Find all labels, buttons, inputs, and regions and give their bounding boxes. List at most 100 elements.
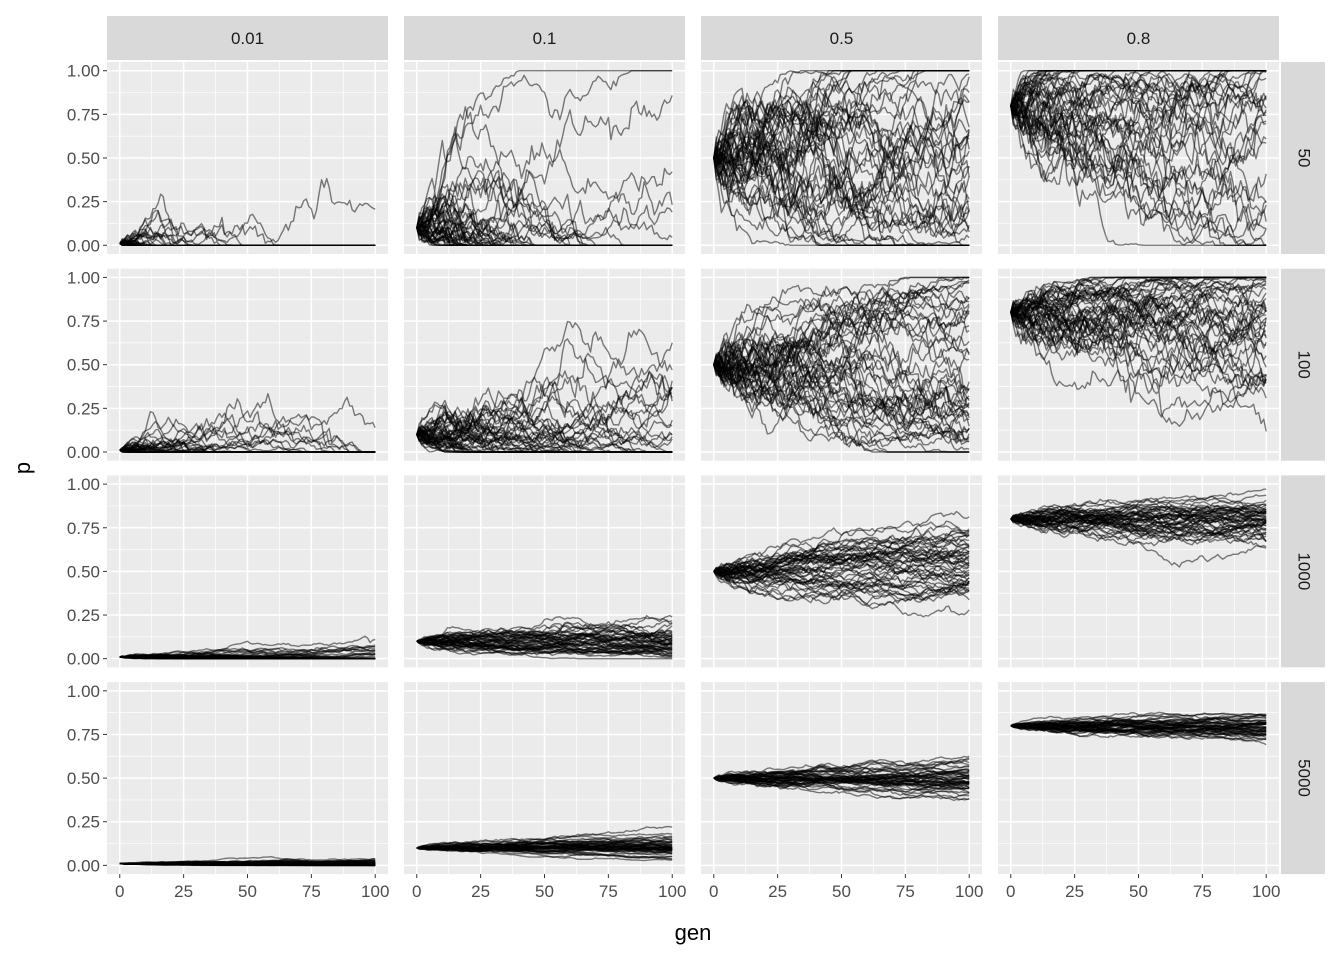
series-line bbox=[416, 847, 673, 859]
series-line bbox=[119, 418, 376, 453]
panel bbox=[107, 682, 388, 875]
series-line bbox=[416, 410, 673, 452]
y-tick-label: 0.50 bbox=[67, 149, 100, 168]
series-line bbox=[1010, 309, 1267, 392]
y-tick-label: 0.00 bbox=[67, 856, 100, 875]
series-line bbox=[713, 547, 970, 584]
column-strip-label: 0.5 bbox=[830, 29, 854, 48]
y-tick-label: 0.00 bbox=[67, 650, 100, 669]
series-line bbox=[713, 70, 970, 162]
series-line bbox=[1010, 298, 1267, 382]
series-line bbox=[416, 370, 673, 437]
series-line bbox=[1010, 309, 1267, 403]
series-line bbox=[1010, 292, 1267, 386]
x-tick-label: 100 bbox=[1252, 882, 1280, 901]
series-line bbox=[119, 449, 376, 453]
y-tick-label: 1.00 bbox=[67, 682, 100, 701]
series-line bbox=[713, 540, 970, 583]
panel bbox=[998, 682, 1279, 875]
x-tick-label: 0 bbox=[412, 882, 421, 901]
series-line bbox=[416, 640, 673, 656]
series-line bbox=[713, 76, 970, 166]
series-line bbox=[416, 640, 673, 660]
y-axis-title: p bbox=[10, 462, 35, 474]
series-line bbox=[1010, 70, 1267, 134]
series-line bbox=[713, 276, 970, 374]
row-strip bbox=[1281, 682, 1325, 875]
series-line bbox=[119, 177, 376, 245]
series-line bbox=[713, 88, 970, 175]
series-line bbox=[713, 358, 970, 446]
series-line bbox=[1010, 302, 1267, 380]
panel bbox=[998, 475, 1279, 668]
series-line bbox=[1010, 308, 1267, 409]
y-tick-label: 1.00 bbox=[67, 475, 100, 494]
panel bbox=[701, 62, 982, 254]
x-tick-label: 75 bbox=[302, 882, 321, 901]
row-strip-label: 50 bbox=[1295, 149, 1314, 168]
series-line bbox=[416, 838, 673, 850]
series-line bbox=[713, 97, 970, 182]
x-tick-label: 50 bbox=[535, 882, 554, 901]
panel bbox=[998, 268, 1279, 461]
series-line bbox=[416, 626, 673, 645]
series-line bbox=[416, 155, 673, 242]
series-line bbox=[713, 297, 970, 370]
series-line bbox=[1010, 311, 1267, 432]
series-line bbox=[119, 435, 376, 453]
x-tick-label: 25 bbox=[174, 882, 193, 901]
y-tick-label: 0.75 bbox=[67, 105, 100, 124]
series-line bbox=[1010, 508, 1267, 540]
series-line bbox=[1010, 278, 1267, 329]
series-line bbox=[1010, 517, 1267, 537]
x-tick-label: 50 bbox=[238, 882, 257, 901]
series-line bbox=[713, 540, 970, 572]
series-line bbox=[713, 569, 970, 594]
series-line bbox=[416, 376, 673, 449]
x-tick-label: 75 bbox=[896, 882, 915, 901]
series-line bbox=[416, 640, 673, 657]
x-tick-label: 0 bbox=[1006, 882, 1015, 901]
series-line bbox=[713, 771, 970, 785]
column-strip-label: 0.1 bbox=[533, 29, 557, 48]
y-tick-label: 0.00 bbox=[67, 236, 100, 255]
panel bbox=[701, 682, 982, 875]
series-line bbox=[713, 334, 970, 432]
panel bbox=[998, 62, 1279, 254]
series-line bbox=[1010, 517, 1267, 542]
series-line bbox=[1010, 712, 1267, 728]
series-line bbox=[1010, 105, 1267, 246]
column-strip-label: 0.01 bbox=[231, 29, 264, 48]
series-line bbox=[1010, 518, 1267, 547]
column-strip bbox=[107, 16, 388, 60]
series-line bbox=[1010, 105, 1267, 246]
series-line bbox=[1010, 284, 1267, 390]
series-line bbox=[713, 550, 970, 578]
x-tick-label: 75 bbox=[1193, 882, 1212, 901]
series-line bbox=[713, 73, 970, 165]
series-line bbox=[416, 202, 673, 246]
series-line bbox=[713, 775, 970, 786]
series-line bbox=[1010, 73, 1267, 154]
series-line bbox=[713, 124, 970, 235]
series-line bbox=[416, 639, 673, 659]
series-line bbox=[713, 324, 970, 390]
series-line bbox=[713, 566, 970, 591]
x-tick-label: 100 bbox=[361, 882, 389, 901]
series-line bbox=[1010, 721, 1267, 730]
y-tick-label: 0.50 bbox=[67, 562, 100, 581]
y-tick-label: 0.75 bbox=[67, 312, 100, 331]
series-line bbox=[713, 510, 970, 575]
series-line bbox=[1010, 73, 1267, 128]
column-strip-label: 0.8 bbox=[1127, 29, 1151, 48]
series-line bbox=[1010, 499, 1267, 523]
row-strip-label: 5000 bbox=[1295, 759, 1314, 797]
series-line bbox=[1010, 501, 1267, 528]
series-line bbox=[1010, 95, 1267, 186]
y-tick-label: 0.25 bbox=[67, 399, 100, 418]
x-tick-label: 25 bbox=[1065, 882, 1084, 901]
row-strip-label: 100 bbox=[1295, 351, 1314, 379]
y-tick-label: 0.25 bbox=[67, 813, 100, 832]
series-line bbox=[416, 632, 673, 648]
series-line bbox=[713, 335, 970, 444]
